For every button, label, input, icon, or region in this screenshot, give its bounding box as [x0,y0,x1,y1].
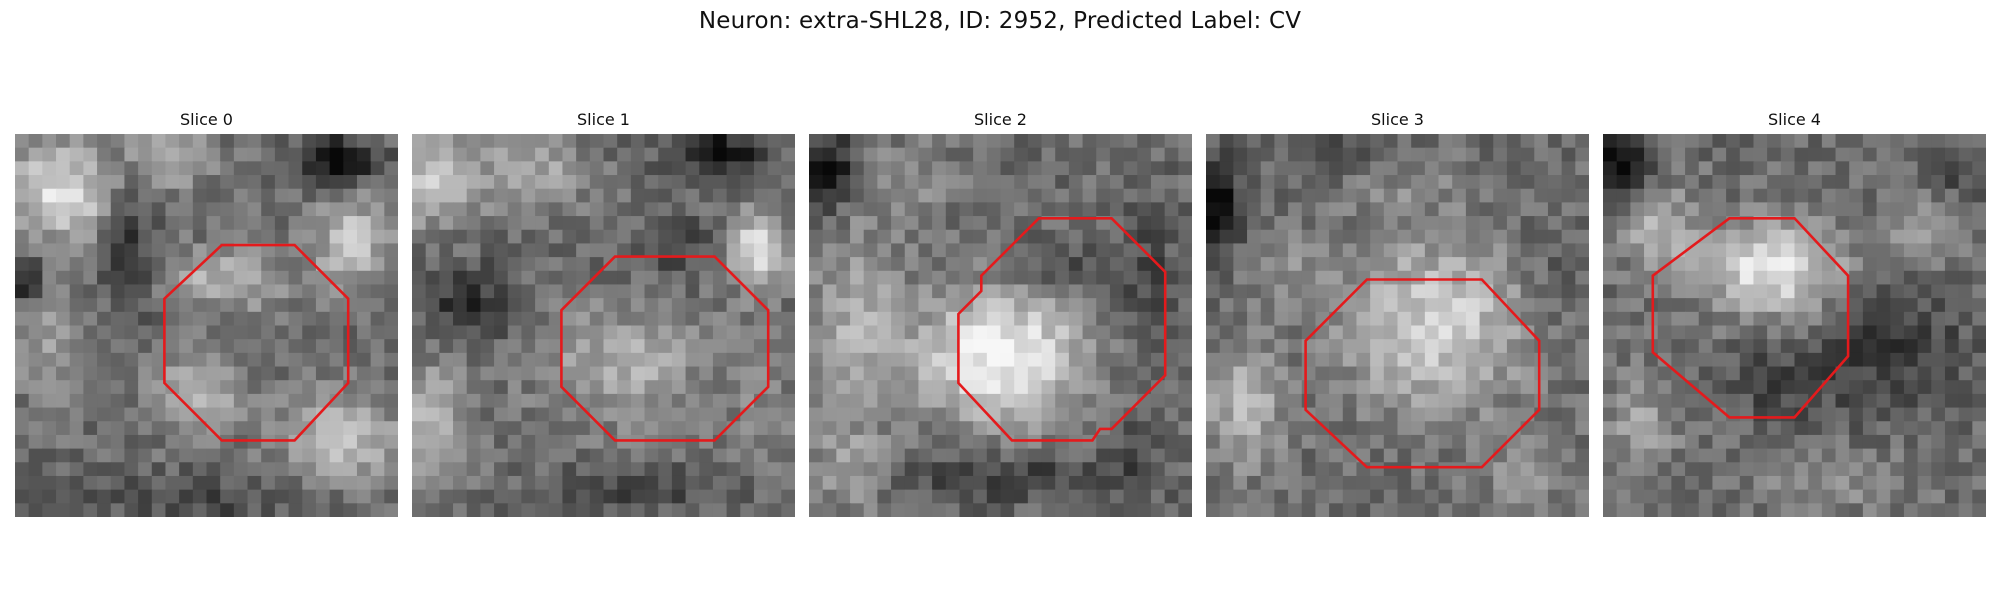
pixel-grid [412,134,795,517]
grayscale-image [412,134,795,517]
roi-outline [957,217,1167,442]
pixel-grid [15,134,398,517]
slice-label: Slice 1 [577,110,630,129]
slice-label: Slice 3 [1371,110,1424,129]
roi-outline [1304,278,1541,469]
slice-panel-2: Slice 2 [809,108,1192,517]
figure-title: Neuron: extra-SHL28, ID: 2952, Predicted… [698,8,1302,34]
pixel-grid [1206,134,1589,517]
slice-label: Slice 0 [180,110,233,129]
grayscale-image [15,134,398,517]
slice-panel-1: Slice 1 [412,108,795,517]
roi-outline [1651,217,1850,419]
pixel-grid [809,134,1192,517]
grayscale-image [1603,134,1986,517]
slice-panel-0: Slice 0 [15,108,398,517]
roi-outline [560,255,770,442]
grayscale-image [809,134,1192,517]
slice-label: Slice 2 [974,110,1027,129]
slice-panel-4: Slice 4 [1603,108,1986,517]
slice-panel-3: Slice 3 [1206,108,1589,517]
pixel-grid [1603,134,1986,517]
grayscale-image [1206,134,1589,517]
roi-outline [163,243,350,442]
slice-label: Slice 4 [1768,110,1821,129]
